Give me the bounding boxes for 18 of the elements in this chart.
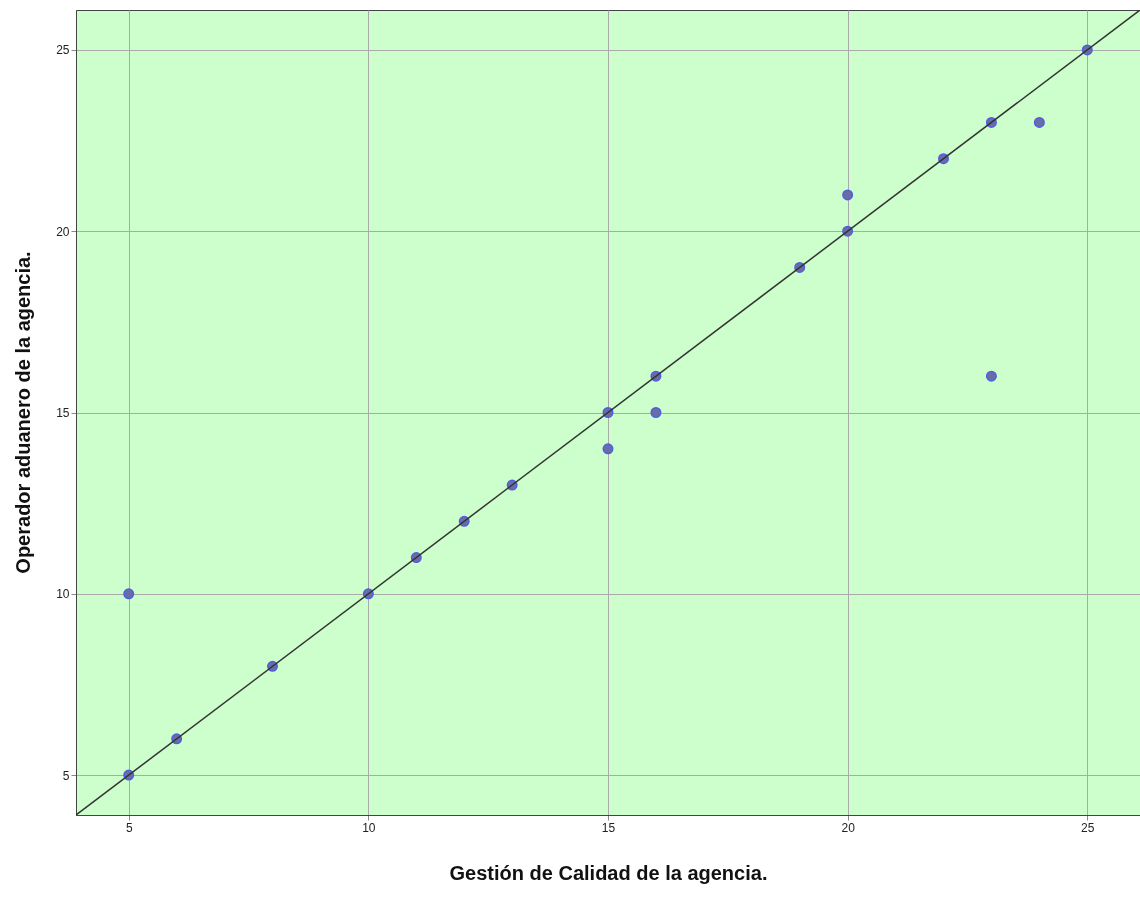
- y-tick-label: 15: [56, 406, 70, 420]
- point: [650, 407, 662, 418]
- y-tick-label: 10: [56, 587, 70, 602]
- x-tick-label: 20: [841, 820, 856, 835]
- x-tick-label: 10: [362, 820, 376, 835]
- point: [842, 189, 854, 201]
- y-tick-label: 25: [56, 43, 70, 58]
- point: [123, 588, 135, 600]
- x-tick-label: 5: [125, 820, 133, 835]
- point: [985, 370, 997, 382]
- x-tick-label: 15: [601, 820, 616, 835]
- point: [602, 443, 614, 455]
- point: [1033, 116, 1045, 128]
- y-tick-label: 20: [56, 224, 70, 239]
- x-tick-label: 25: [1081, 820, 1095, 835]
- y-tick-label: 5: [62, 768, 70, 783]
- x-axis-title: Gestión de Calidad de la agencia.: [449, 861, 768, 884]
- y-axis-title: Operador aduanero de la agencia.: [12, 251, 35, 574]
